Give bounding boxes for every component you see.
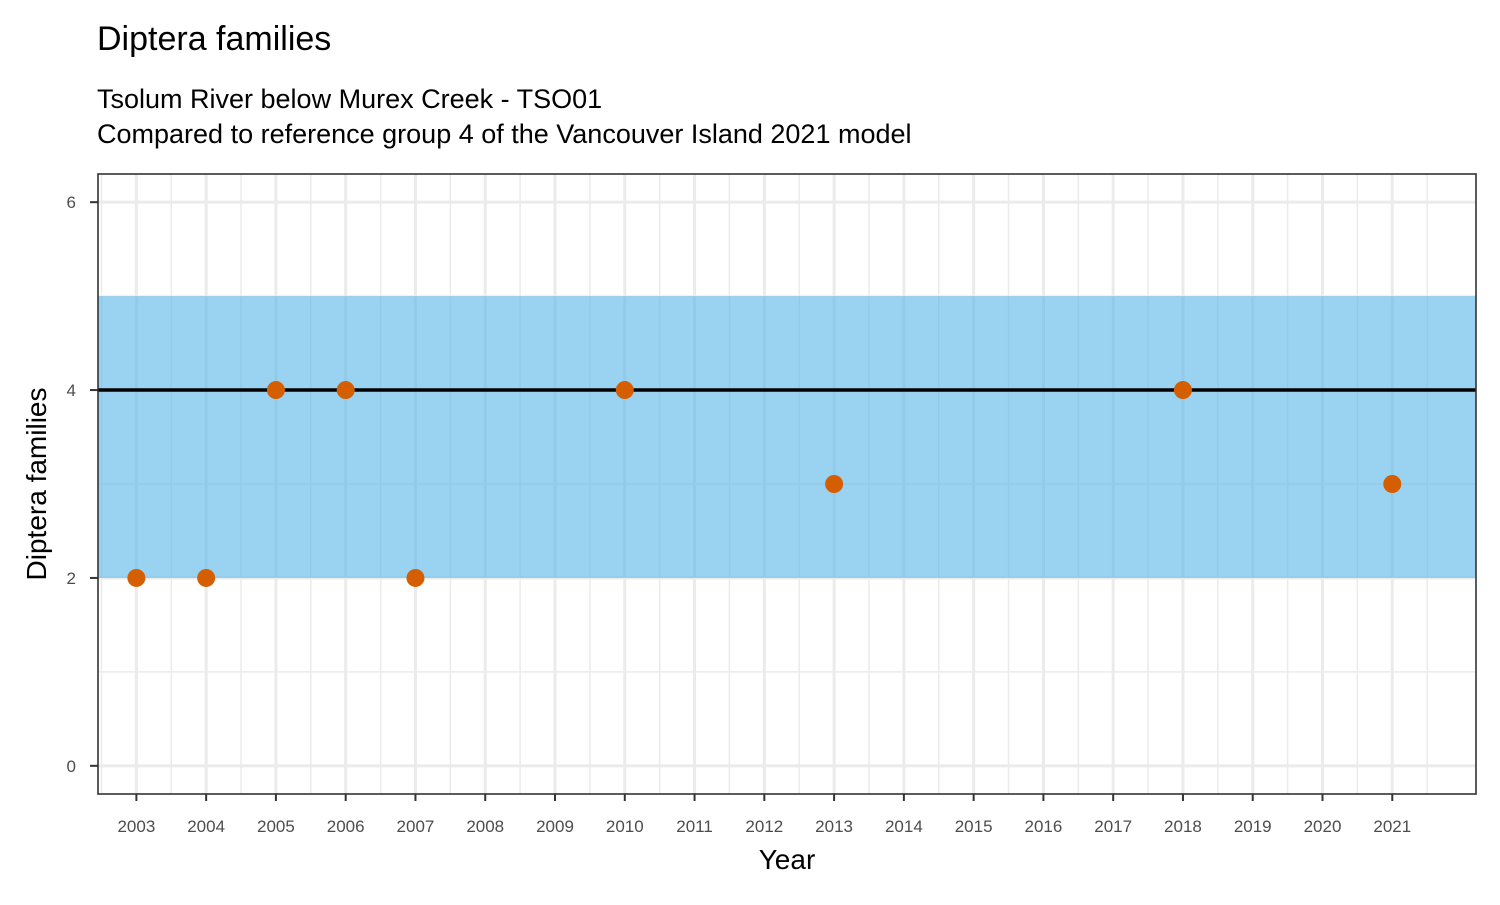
data-point <box>1383 475 1402 493</box>
x-tick-label: 2019 <box>1234 817 1272 836</box>
y-axis-label: Diptera families <box>21 388 52 581</box>
x-tick-label: 2012 <box>745 817 783 836</box>
x-tick-label: 2016 <box>1024 817 1062 836</box>
x-tick-label: 2010 <box>606 817 644 836</box>
data-point <box>1173 381 1192 400</box>
title-block: Diptera families Tsolum River below Mure… <box>97 20 912 149</box>
x-tick-label: 2021 <box>1373 817 1411 836</box>
data-point <box>266 381 285 400</box>
x-axis-label: Year <box>759 844 816 875</box>
data-point <box>127 568 146 587</box>
data-point <box>197 568 216 587</box>
y-tick-label: 6 <box>67 193 76 212</box>
x-tick-label: 2015 <box>955 817 993 836</box>
chart-subtitle-line-1: Tsolum River below Murex Creek - TSO01 <box>97 84 602 114</box>
y-tick-label: 0 <box>67 757 76 776</box>
x-tick-label: 2008 <box>466 817 504 836</box>
x-tick-label: 2003 <box>117 817 155 836</box>
x-tick-label: 2018 <box>1164 817 1202 836</box>
data-point <box>406 568 425 587</box>
data-point <box>615 381 634 400</box>
y-tick-label: 2 <box>67 569 76 588</box>
y-tick-label: 4 <box>67 381 76 400</box>
panel-border <box>97 173 1477 795</box>
x-tick-label: 2004 <box>187 817 225 836</box>
x-tick-label: 2011 <box>676 817 713 836</box>
x-tick-label: 2005 <box>257 817 295 836</box>
data-point <box>336 381 355 400</box>
x-tick-label: 2006 <box>327 817 365 836</box>
x-tick-label: 2007 <box>397 817 435 836</box>
chart-title: Diptera families <box>97 20 331 58</box>
x-tick-label: 2013 <box>815 817 853 836</box>
x-tick-label: 2020 <box>1304 817 1342 836</box>
reference-band <box>98 296 1476 578</box>
x-tick-label: 2017 <box>1094 817 1132 836</box>
x-tick-label: 2009 <box>536 817 574 836</box>
chart-subtitle-line-2: Compared to reference group 4 of the Van… <box>97 119 912 149</box>
plot-area: 2003 2004 2005 2006 2007 2008 2009 2010 2011 2012… <box>67 173 1477 836</box>
data-point <box>825 475 844 493</box>
x-tick-label: 2014 <box>885 817 923 836</box>
